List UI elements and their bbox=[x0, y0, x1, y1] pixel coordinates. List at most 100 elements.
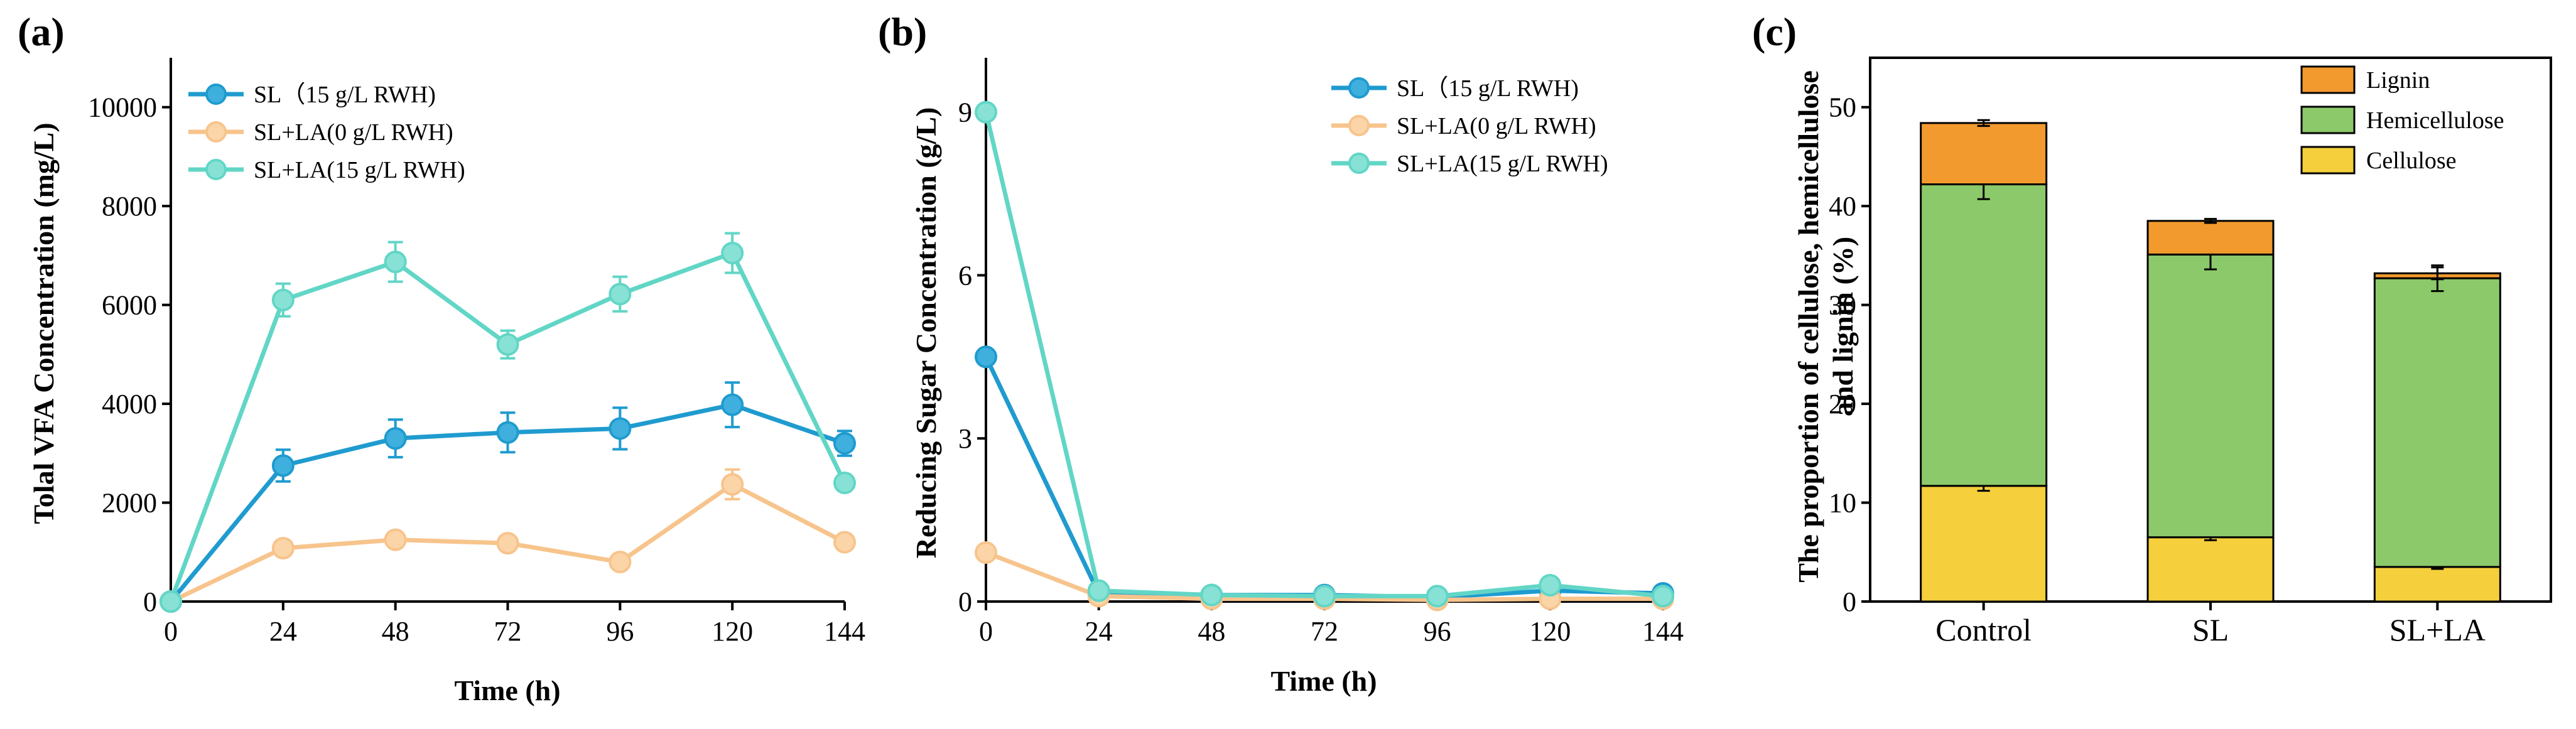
panel-a-data-point bbox=[384, 528, 407, 551]
panel-a: (a) Tolal VFA Concentration (mg/L) Time … bbox=[18, 9, 865, 706]
panel-b-legend-marker bbox=[1348, 77, 1370, 99]
panel-a-data-point bbox=[609, 417, 632, 440]
panel-a-y-tick-label: 2000 bbox=[102, 488, 157, 519]
panel-c-x-tick-label: SL+LA bbox=[2389, 612, 2486, 647]
panel-c-bar-segment bbox=[1920, 183, 2048, 487]
panel-c-y-tick-label: 20 bbox=[1829, 389, 1856, 419]
panel-a-legend-label: SL+LA(0 g/L RWH) bbox=[254, 119, 453, 146]
panel-b-data-point bbox=[975, 100, 997, 124]
panel-b-y-tick-label: 9 bbox=[958, 97, 972, 128]
panel-a-data-point bbox=[496, 532, 519, 555]
panel-a-data-point bbox=[271, 288, 295, 311]
panel-a-x-tick-label: 0 bbox=[164, 616, 178, 647]
panel-a-label: (a) bbox=[18, 9, 65, 54]
panel-b-series-line bbox=[983, 355, 1664, 600]
panel-b-ylabel: Reducing Sugar Concentration (g/L) bbox=[910, 107, 942, 559]
panel-a-data-point bbox=[496, 421, 519, 444]
panel-b-data-point bbox=[1313, 585, 1336, 608]
panel-a-y-tick-label: 0 bbox=[143, 586, 157, 617]
panel-a-data-point bbox=[609, 283, 632, 306]
panel-c: (c) The proportion of cellulose, hemicel… bbox=[1752, 9, 2552, 647]
panel-b-data-point bbox=[1539, 574, 1562, 597]
panel-a-data-point bbox=[609, 551, 632, 574]
panel-b-x-tick-label: 96 bbox=[1424, 616, 1451, 647]
panel-b-y-tick-label: 0 bbox=[958, 586, 972, 617]
panel-c-y-tick-label: 40 bbox=[1829, 191, 1856, 222]
panel-b-plot: 0 24 48 72 96 120 144 0 3 6 9 bbox=[958, 58, 1684, 647]
panel-a-x-tick-label: 144 bbox=[824, 616, 865, 647]
panel-b-x-tick-label: 0 bbox=[979, 616, 993, 647]
panel-b-data-point bbox=[1200, 583, 1223, 607]
panel-c-bar-segment bbox=[2373, 277, 2501, 568]
panel-c-y-tick-label: 50 bbox=[1829, 92, 1856, 123]
panel-b-data-point bbox=[1426, 585, 1449, 608]
panel-b-data-point bbox=[1087, 579, 1110, 602]
panel-a-ylabel: Tolal VFA Concentration (mg/L) bbox=[28, 122, 60, 524]
panel-b-x-tick-label: 48 bbox=[1198, 616, 1225, 647]
panel-a-x-tick-label: 72 bbox=[494, 616, 522, 647]
panel-b-series-line bbox=[983, 111, 1664, 598]
panel-c-legend-swatch bbox=[2300, 105, 2356, 134]
panel-b-y-tick-label: 6 bbox=[958, 260, 972, 291]
panel-c-x-tick-label: SL bbox=[2192, 612, 2229, 647]
panel-a-data-point bbox=[384, 251, 407, 274]
panel-b-data-point bbox=[1652, 585, 1674, 608]
panel-a-legend-marker bbox=[205, 159, 227, 180]
panel-a-data-point bbox=[271, 536, 295, 559]
panel-b-legend-label: SL+LA(0 g/L RWH) bbox=[1397, 113, 1596, 139]
panel-c-bar-segment bbox=[2146, 253, 2275, 539]
panel-b-x-tick-label: 24 bbox=[1085, 616, 1113, 647]
panel-a-plot: 0 24 48 72 96 120 144 0 2000 4000 6000 8000 10000 bbox=[88, 58, 865, 647]
panel-b-legend-marker bbox=[1348, 115, 1370, 136]
panel-b-legend: SL（15 g/L RWH) SL+LA(0 g/L RWH) SL+LA(15 g… bbox=[1331, 75, 1608, 177]
panel-b-label: (b) bbox=[878, 9, 927, 54]
panel-b-x-tick-label: 72 bbox=[1311, 616, 1338, 647]
panel-a-legend-label: SL（15 g/L RWH) bbox=[254, 82, 436, 108]
panel-a-data-point bbox=[271, 454, 295, 477]
panel-c-legend-label: Hemicellulose bbox=[2366, 107, 2504, 134]
panel-b-data-point bbox=[975, 345, 997, 369]
panel-a-x-tick-label: 120 bbox=[712, 616, 753, 647]
panel-c-legend-swatch bbox=[2300, 146, 2356, 175]
panel-b-xlabel: Time (h) bbox=[1270, 665, 1377, 697]
panel-a-x-tick-label: 96 bbox=[606, 616, 634, 647]
panel-c-y-tick-label: 10 bbox=[1829, 488, 1856, 519]
panel-a-x-tick-label: 24 bbox=[269, 616, 297, 647]
panel-c-bar-segment bbox=[1920, 485, 2048, 603]
panel-c-plot: 0 10 20 30 40 50 Control SL SL+LA bbox=[1829, 57, 2552, 647]
panel-a-legend-marker bbox=[205, 121, 227, 143]
panel-a-data-point bbox=[496, 333, 519, 356]
panel-b-legend-label: SL（15 g/L RWH) bbox=[1397, 75, 1579, 102]
panel-c-y-tick-label: 30 bbox=[1829, 290, 1856, 321]
panel-c-legend-swatch bbox=[2300, 65, 2356, 94]
panel-a-legend-marker bbox=[205, 84, 227, 105]
panel-a-data-point bbox=[833, 432, 856, 455]
panel-c-legend-label: Cellulose bbox=[2366, 148, 2457, 174]
panel-c-ylabel-line2: and lignin (%) bbox=[1827, 237, 1859, 416]
panel-a-data-point bbox=[721, 473, 744, 496]
panel-a-data-point bbox=[833, 531, 856, 554]
panel-a-xlabel: Time (h) bbox=[454, 674, 560, 706]
panel-c-ylabel-line1: The proportion of cellulose, hemicellulo… bbox=[1792, 70, 1824, 583]
panel-b: (b) Reducing Sugar Concentration (g/L) T… bbox=[878, 9, 1684, 697]
panel-c-bar-segment bbox=[2373, 566, 2501, 603]
panel-c-y-tick-label: 0 bbox=[1843, 586, 1856, 617]
panel-c-bar-segment bbox=[2146, 536, 2275, 603]
panel-b-legend-marker bbox=[1348, 153, 1370, 174]
panel-c-label: (c) bbox=[1752, 9, 1797, 54]
panel-a-data-point bbox=[833, 472, 856, 495]
panel-a-data-point bbox=[721, 393, 744, 416]
panel-a-y-tick-label: 6000 bbox=[102, 290, 157, 321]
panel-c-bar-segment bbox=[1920, 122, 2048, 186]
panel-b-legend-label: SL+LA(15 g/L RWH) bbox=[1397, 151, 1608, 177]
panel-a-x-tick-label: 48 bbox=[382, 616, 409, 647]
panel-b-y-tick-label: 3 bbox=[958, 423, 972, 454]
panel-a-y-tick-label: 10000 bbox=[88, 92, 157, 123]
panel-a-data-point bbox=[721, 241, 744, 264]
panel-a-y-tick-label: 8000 bbox=[102, 191, 157, 222]
panel-a-y-tick-label: 4000 bbox=[102, 389, 157, 419]
panel-b-x-tick-label: 120 bbox=[1529, 616, 1571, 647]
panel-a-legend: SL（15 g/L RWH) SL+LA(0 g/L RWH) SL+LA(15 g… bbox=[188, 82, 465, 183]
panel-c-legend-label: Lignin bbox=[2366, 67, 2430, 94]
